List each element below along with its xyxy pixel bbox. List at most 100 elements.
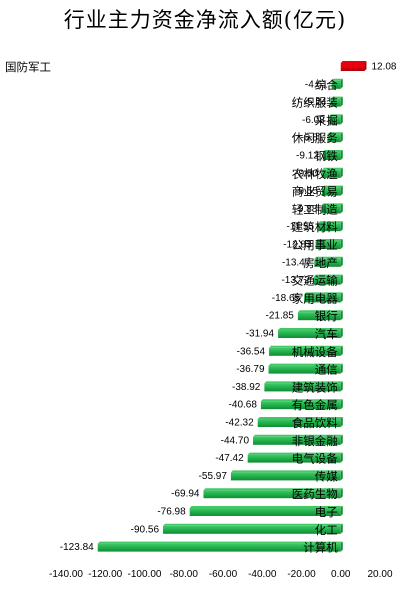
category-label: 房地产 xyxy=(303,256,338,270)
bar-top-face xyxy=(313,274,343,277)
bar xyxy=(253,436,341,445)
bar-side-face xyxy=(340,470,343,481)
x-axis: -140.00 -120.00 -100.00 -80.00 -60.00 -40.00-… xyxy=(49,569,393,580)
bar-side-face xyxy=(340,488,343,499)
bar-top-face xyxy=(315,239,343,241)
bar xyxy=(189,508,341,516)
x-tick-label: 0.00 xyxy=(331,569,351,580)
category-label: 银行 xyxy=(315,309,338,323)
x-tick-label: -20.00 xyxy=(287,569,316,580)
bar-top-face xyxy=(203,488,343,491)
value-label: -42.32 xyxy=(225,418,254,429)
bar-top-face xyxy=(269,345,343,348)
bar xyxy=(278,330,341,338)
bar xyxy=(304,294,341,303)
category-label: 轻工制造 xyxy=(292,202,338,216)
category-label: 家用电器 xyxy=(292,291,338,305)
bar-top-face xyxy=(260,399,343,402)
bar-top-face xyxy=(247,452,343,455)
bar xyxy=(97,543,341,552)
category-label: 钢铁 xyxy=(315,149,338,163)
category-label: 电子 xyxy=(315,505,338,519)
value-label: -44.70 xyxy=(221,435,250,446)
bar-top-face xyxy=(322,167,343,170)
value-label: -55.97 xyxy=(199,471,228,482)
bar-side-face xyxy=(340,506,343,516)
category-label: 机械设备 xyxy=(292,345,338,359)
bar-top-face xyxy=(321,203,343,206)
value-label: -36.79 xyxy=(236,364,265,375)
category-label: 汽车 xyxy=(315,327,338,341)
bar-top-face xyxy=(253,434,343,437)
x-tick-label: 20.00 xyxy=(367,569,392,580)
bar-top-face xyxy=(328,114,343,117)
value-label: -31.94 xyxy=(246,329,275,340)
x-tick-label: -100.00 xyxy=(128,569,162,580)
value-label: -12.83 xyxy=(283,240,312,251)
value-label: -90.56 xyxy=(131,524,160,535)
bar xyxy=(327,134,341,143)
bar-top-face xyxy=(314,256,343,259)
value-label: -40.68 xyxy=(229,400,258,411)
category-label: 建筑装饰 xyxy=(292,380,338,394)
value-label: -6.81 xyxy=(301,133,324,144)
category-label: 传媒 xyxy=(315,469,338,483)
bar-top-face xyxy=(304,292,343,295)
category-label: 有色金属 xyxy=(292,398,338,412)
category-label: 纺织服装 xyxy=(292,96,338,110)
value-label: -9.88 xyxy=(295,204,318,215)
x-tick-label: -80.00 xyxy=(170,569,199,580)
bar xyxy=(322,187,341,196)
value-label: 12.08 xyxy=(371,62,396,73)
bar-top-face xyxy=(163,523,343,526)
bar-side-face xyxy=(340,381,343,392)
chart-title: 行业主力资金净流入额(亿元) xyxy=(63,8,347,32)
category-label: 食品饮料 xyxy=(292,416,338,430)
bar xyxy=(313,276,341,285)
bar xyxy=(203,490,341,499)
value-labels: 12.08 -4.61 -5.24 -6.08 -6.81 -9.12 -9.50 -9.55… xyxy=(60,62,397,554)
bar-top-face xyxy=(189,506,343,508)
bar-top-face xyxy=(278,328,343,330)
bar-top-face xyxy=(297,310,343,313)
bars-layer xyxy=(97,61,367,552)
bar xyxy=(257,419,341,427)
category-label: 综合 xyxy=(315,78,338,92)
bar-top-face xyxy=(318,221,343,224)
bar-side-face xyxy=(340,399,343,410)
bar-top-face xyxy=(331,78,343,81)
bar-side-face xyxy=(340,417,343,427)
value-label: -11.55 xyxy=(286,222,314,233)
bar-side-face xyxy=(340,345,343,356)
value-label: -9.12 xyxy=(296,151,319,162)
category-label: 农林牧渔 xyxy=(292,167,338,181)
bar-side-face xyxy=(340,78,343,89)
bar xyxy=(260,401,341,410)
value-label: -38.92 xyxy=(232,382,261,393)
bar-top-face xyxy=(97,541,343,544)
bar-side-face xyxy=(340,150,343,160)
bar-side-face xyxy=(340,203,343,214)
bar xyxy=(314,258,341,267)
bar-side-face xyxy=(340,523,343,534)
x-tick-label: -140.00 xyxy=(49,569,83,580)
category-label: 非银金融 xyxy=(292,434,338,448)
bar-side-face xyxy=(340,310,343,321)
category-label: 商业贸易 xyxy=(292,185,338,199)
bar-side-face xyxy=(340,328,343,338)
bar-side-face xyxy=(340,434,343,445)
bar-top-face xyxy=(264,381,343,384)
category-label: 休闲服务 xyxy=(292,131,338,145)
bar xyxy=(247,454,341,463)
bar xyxy=(322,169,341,178)
x-tick-label: -60.00 xyxy=(209,569,238,580)
value-label: -18.65 xyxy=(272,293,301,304)
value-label: -13.47 xyxy=(282,257,311,268)
bar-top-face xyxy=(330,96,343,99)
bar xyxy=(315,241,341,249)
value-label: -76.98 xyxy=(157,507,186,518)
category-label: 建筑材料 xyxy=(292,220,338,234)
value-label: -36.54 xyxy=(237,346,266,357)
bar xyxy=(331,80,341,89)
